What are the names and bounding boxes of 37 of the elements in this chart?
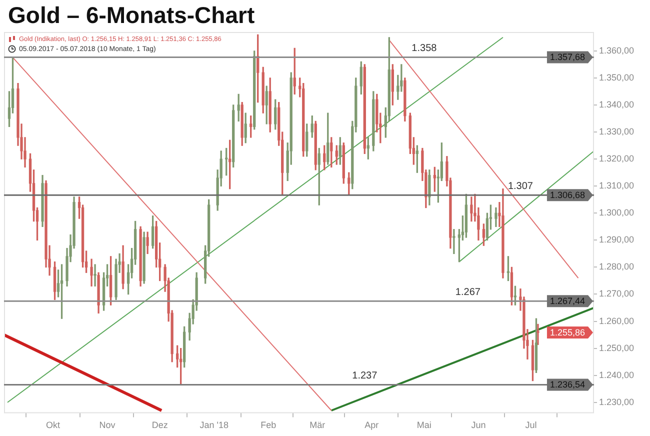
annotation: 1.255,86 bbox=[550, 327, 586, 338]
x-tick-label: Apr bbox=[364, 420, 379, 430]
x-tick-label: Feb bbox=[260, 420, 276, 430]
chart-title: Gold – 6-Monats-Chart bbox=[8, 2, 255, 29]
y-tick-label: 1.240,00 bbox=[599, 370, 634, 380]
y-tick-label: 1.310,00 bbox=[599, 180, 634, 191]
y-tick-label: 1.260,00 bbox=[599, 316, 634, 326]
y-tick-label: 1.360,00 bbox=[599, 45, 634, 56]
annotation: 1.267 bbox=[455, 286, 481, 298]
y-tick-label: 1.270,00 bbox=[599, 288, 634, 299]
x-tick-label: Nov bbox=[99, 420, 116, 430]
y-tick-label: 1.230,00 bbox=[599, 396, 634, 407]
y-tick-label: 1.320,00 bbox=[599, 154, 634, 164]
x-tick-label: Jan '18 bbox=[200, 420, 228, 430]
candlestick bbox=[452, 229, 456, 254]
y-tick-label: 1.350,00 bbox=[599, 72, 634, 82]
annotation: 1.358 bbox=[412, 42, 438, 54]
y-tick-label: 1.330,00 bbox=[599, 126, 634, 137]
candlestick bbox=[94, 264, 96, 286]
candlestick bbox=[536, 324, 540, 345]
x-tick-label: Mär bbox=[310, 420, 326, 430]
ref-line-label: 1.357,68 bbox=[550, 52, 586, 62]
ref-line-label: 1.236,54 bbox=[550, 380, 586, 390]
annotation: 1.237 bbox=[352, 370, 378, 382]
x-tick-label: Dez bbox=[152, 420, 168, 430]
y-tick-label: 1.250,00 bbox=[599, 342, 634, 353]
y-tick-label: 1.300,00 bbox=[599, 208, 634, 218]
x-tick-label: Mai bbox=[416, 420, 432, 430]
y-tick-label: 1.340,00 bbox=[599, 99, 634, 110]
ref-line-label: 1.267,44 bbox=[550, 296, 586, 306]
y-tick-label: 1.290,00 bbox=[599, 234, 634, 245]
x-tick-label: Okt bbox=[46, 420, 61, 430]
x-tick-label: Jun bbox=[471, 420, 486, 430]
ref-line-label: 1.306,68 bbox=[550, 190, 586, 200]
y-tick-label: 1.280,00 bbox=[599, 262, 634, 272]
annotation: 1.307 bbox=[508, 180, 534, 192]
x-tick-label: Jul bbox=[525, 420, 537, 430]
